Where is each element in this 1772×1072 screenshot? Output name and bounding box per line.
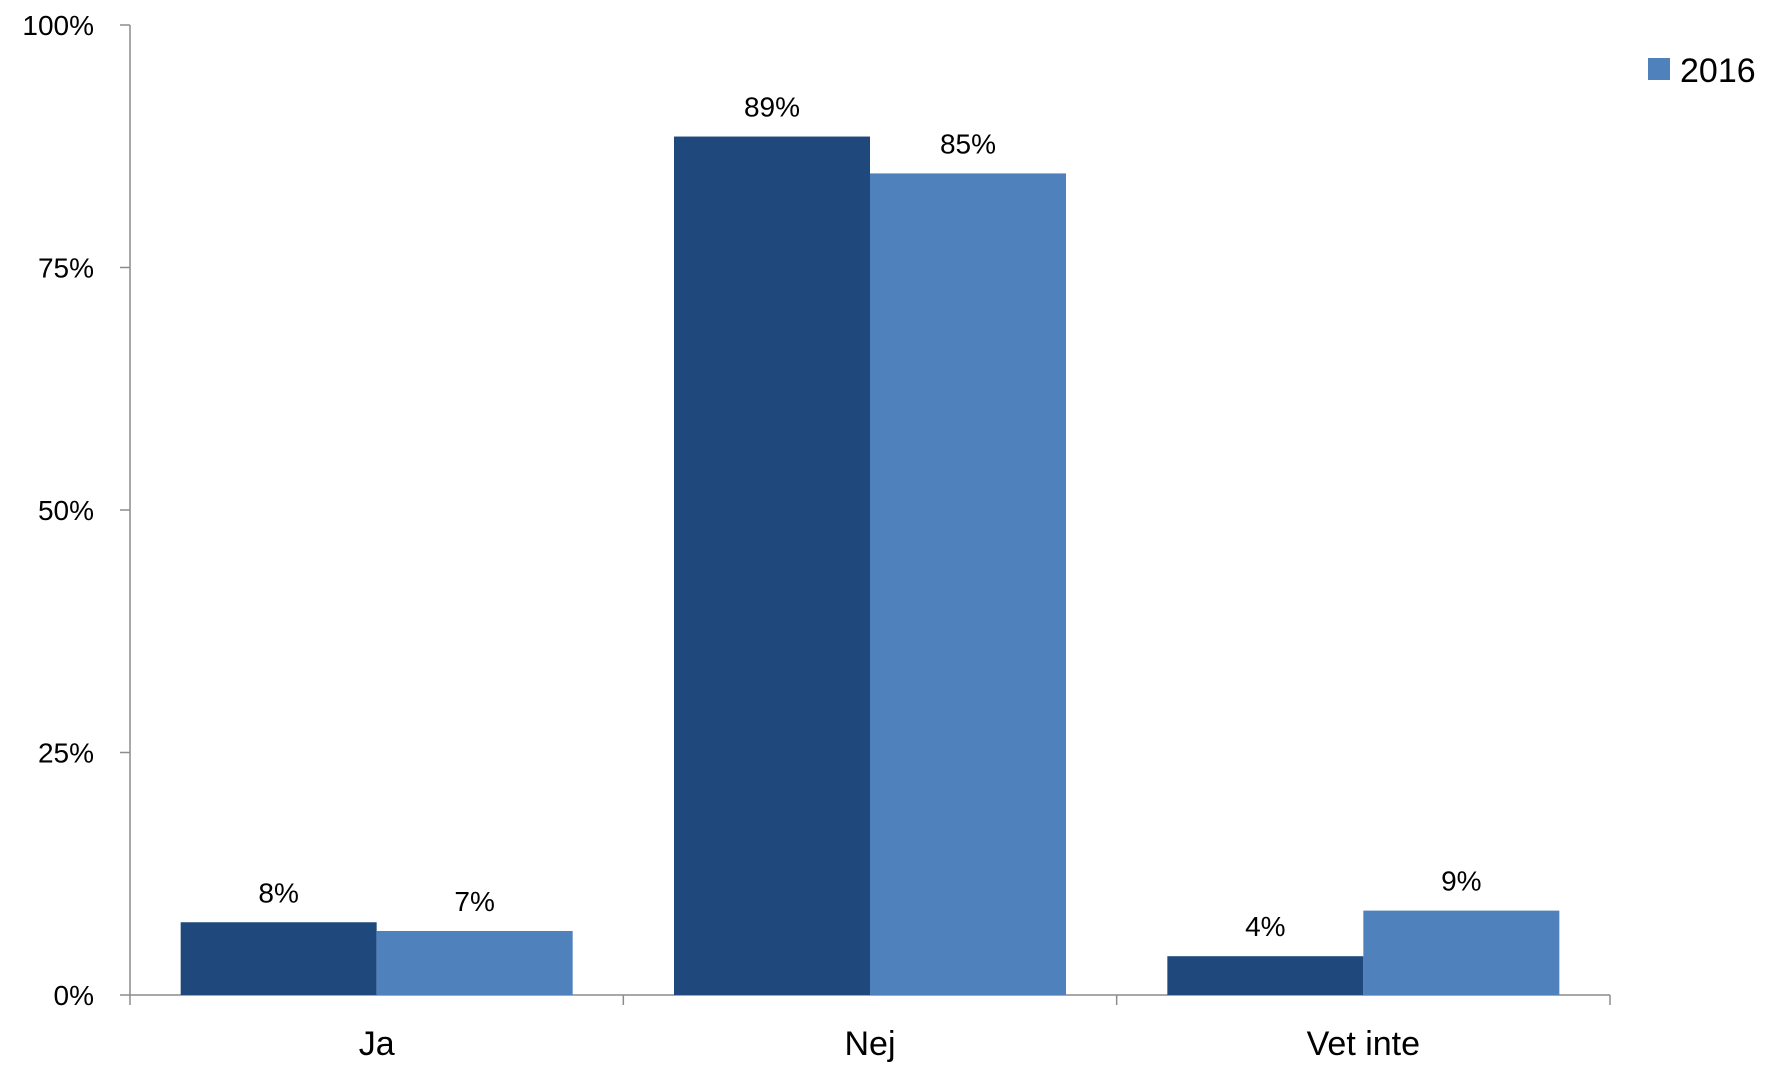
y-tick-label: 50%: [38, 495, 94, 526]
bar-series-1-vet-inte: [1167, 956, 1364, 995]
data-label: 8%: [258, 877, 298, 908]
bar-series-2-nej: [870, 173, 1066, 995]
legend-swatch: [1648, 58, 1670, 80]
x-tick-label: Nej: [844, 1025, 895, 1063]
y-tick-label: 0%: [54, 980, 94, 1011]
legend-label: 2016: [1680, 52, 1756, 90]
axes: 0% 25% 50% 75% 100% Ja Nej Vet inte: [22, 10, 1611, 1063]
bar-series-2-ja: [376, 930, 573, 995]
bar-series-1-ja: [180, 922, 377, 995]
data-label: 9%: [1441, 866, 1481, 897]
data-labels: 8% 89% 4% 7% 85% 9%: [258, 92, 1481, 943]
data-label: 4%: [1245, 911, 1285, 942]
x-tick-label: Vet inte: [1307, 1025, 1420, 1063]
x-tick-label: Ja: [359, 1025, 395, 1063]
y-tick-label: 75%: [38, 253, 94, 284]
y-tick-label: 25%: [38, 738, 94, 769]
bars: [180, 136, 1560, 996]
data-label: 89%: [744, 92, 800, 123]
data-label: 85%: [940, 128, 996, 159]
bar-series-2-vet-inte: [1363, 910, 1560, 995]
data-label: 7%: [454, 886, 494, 917]
bar-series-1-nej: [674, 136, 870, 996]
legend: 2016: [1648, 52, 1756, 90]
y-tick-label: 100%: [22, 10, 94, 41]
